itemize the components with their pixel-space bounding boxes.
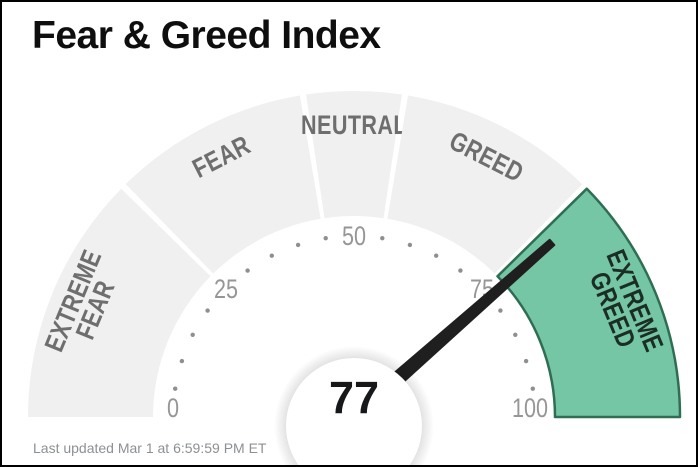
gauge-dot-tick <box>295 242 301 248</box>
gauge-dot-tick <box>323 236 328 241</box>
gauge-dot-tick <box>173 386 178 391</box>
gauge-dot-tick <box>179 358 185 364</box>
gauge-dot-tick <box>190 332 195 337</box>
last-updated-status: Last updated Mar 1 at 6:59:59 PM ET <box>33 440 267 456</box>
gauge-dot-tick <box>205 308 210 313</box>
gauge-dot-tick <box>407 242 413 248</box>
gauge-dot-tick <box>380 236 385 241</box>
gauge-dot-tick <box>498 308 503 313</box>
gauge-dot-tick <box>523 358 529 364</box>
gauge-value: 77 <box>328 372 380 423</box>
gauge-dot-tick <box>458 268 463 273</box>
gauge-tick-label-50: 50 <box>342 222 366 252</box>
gauge-dot-tick <box>434 253 439 258</box>
gauge-dot-tick <box>530 386 535 391</box>
gauge-segment-neutral <box>306 90 402 219</box>
gauge-segment-fear <box>125 95 321 274</box>
gauge-dot-tick <box>269 253 274 258</box>
gauge-tick-label-100: 100 <box>512 394 548 424</box>
gauge-dot-tick <box>245 268 250 273</box>
gauge-center-circle <box>286 358 422 465</box>
gauge-segment-label-neutral: NEUTRAL <box>301 111 407 141</box>
gauge-tick-label-25: 25 <box>214 275 238 305</box>
gauge-tick-label-0: 0 <box>167 394 179 424</box>
gauge-segment-greed <box>387 95 583 274</box>
page-title: Fear & Greed Index <box>32 14 381 57</box>
gauge-dot-tick <box>513 332 518 337</box>
gauge-segment-extreme-fear <box>27 188 211 417</box>
